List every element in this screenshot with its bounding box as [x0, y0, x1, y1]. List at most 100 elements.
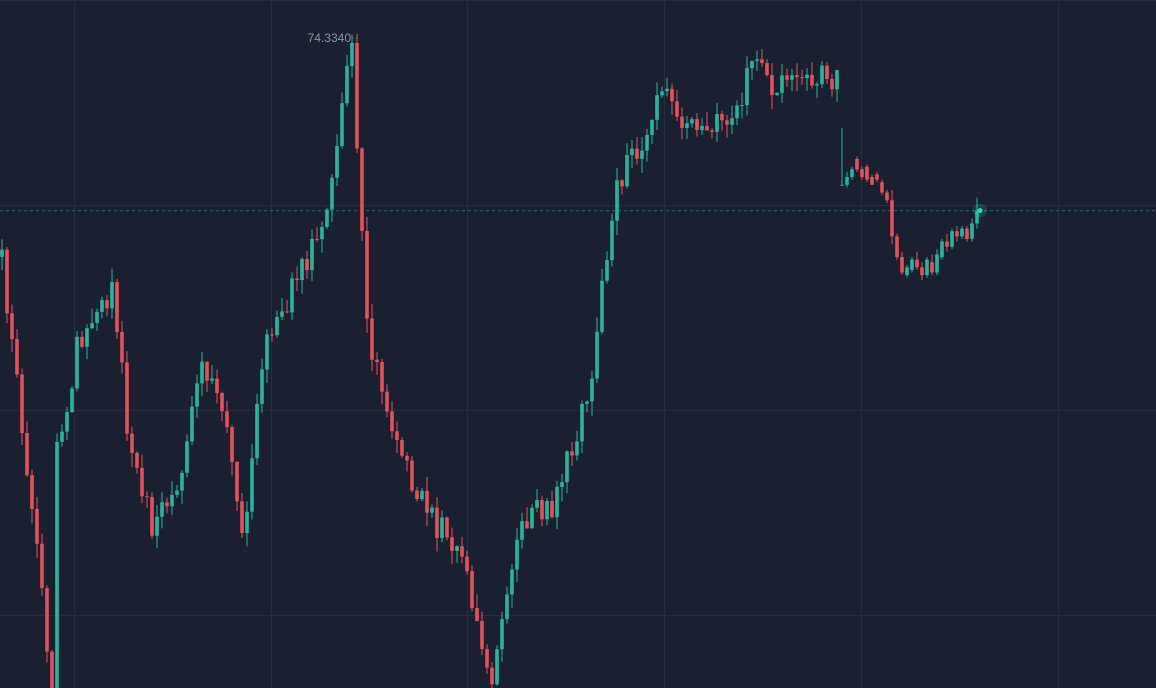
candle-body-51: [255, 403, 259, 459]
candle-body-142: [710, 130, 714, 132]
candle-body-167: [835, 70, 839, 90]
candle-body-97: [485, 648, 489, 668]
candle-body-63: [315, 238, 319, 240]
candle-body-171: [855, 158, 859, 170]
candle-body-41: [205, 361, 209, 381]
candle-body-157: [785, 75, 789, 80]
candle-body-182: [910, 259, 914, 270]
candle-body-53: [265, 334, 269, 370]
candle-body-64: [320, 226, 324, 240]
candle-body-19: [95, 311, 99, 323]
candle-body-12: [60, 431, 64, 442]
candle-body-103: [515, 539, 519, 570]
candle-body-65: [325, 209, 329, 227]
candle-body-132: [660, 91, 664, 96]
candle-body-185: [925, 259, 929, 276]
candle-body-21: [105, 300, 109, 309]
candle-body-46: [230, 427, 234, 462]
candle-body-61: [305, 258, 309, 271]
candle-body-138: [690, 119, 694, 124]
candle-body-62: [310, 238, 314, 271]
candle-body-176: [880, 182, 884, 193]
candle-body-159: [795, 75, 799, 78]
candle-body-161: [805, 74, 809, 79]
candle-body-77: [385, 391, 389, 412]
candle-body-139: [695, 119, 699, 130]
candle-body-146: [730, 118, 734, 125]
candle-body-78: [390, 411, 394, 432]
candle-body-4: [20, 374, 24, 433]
candle-body-140: [700, 126, 704, 130]
candle-body-145: [725, 120, 729, 125]
candle-body-172: [860, 169, 864, 178]
candle-body-114: [570, 451, 574, 456]
candle-body-168: [840, 184, 844, 186]
candle-body-3: [15, 338, 19, 375]
candle-body-188: [940, 241, 944, 258]
candle-body-184: [920, 267, 924, 276]
candle-body-160: [800, 77, 804, 79]
candle-body-156: [780, 75, 784, 93]
candle-body-181: [905, 267, 909, 276]
candle-body-88: [440, 517, 444, 539]
candle-body-26: [130, 433, 134, 453]
candle-body-99: [495, 649, 499, 685]
candle-body-72: [360, 148, 364, 231]
candle-body-111: [555, 486, 559, 518]
candle-body-6: [30, 475, 34, 509]
candle-body-57: [285, 311, 289, 313]
candle-body-52: [260, 369, 264, 404]
candle-body-90: [450, 537, 454, 551]
candle-body-68: [340, 103, 344, 147]
candle-body-128: [640, 150, 644, 159]
candle-body-153: [765, 63, 769, 76]
candle-body-149: [745, 68, 749, 106]
candle-body-100: [500, 619, 504, 650]
candle-body-40: [200, 361, 204, 384]
candle-body-125: [625, 155, 629, 187]
candle-body-54: [270, 334, 274, 336]
candle-body-166: [830, 78, 834, 90]
candle-body-192: [960, 228, 964, 237]
candle-body-60: [300, 258, 304, 281]
candle-body-119: [595, 331, 599, 379]
candle-body-108: [540, 500, 544, 520]
candle-body-34: [170, 494, 174, 507]
candle-body-81: [405, 455, 409, 461]
candle-body-162: [810, 74, 814, 86]
candle-body-75: [375, 359, 379, 363]
candle-body-2: [10, 313, 14, 339]
candle-body-136: [680, 116, 684, 128]
candle-body-129: [645, 134, 649, 151]
candle-body-8: [40, 543, 44, 589]
candle-body-0: [0, 249, 4, 258]
candle-body-95: [475, 608, 479, 621]
candle-body-29: [145, 496, 149, 498]
candle-body-49: [245, 511, 249, 534]
candle-body-92: [460, 546, 464, 557]
candle-body-163: [815, 84, 819, 86]
high-price-label: 74.3340: [308, 31, 352, 45]
candle-body-89: [445, 517, 449, 538]
candle-body-155: [775, 92, 779, 96]
candle-body-152: [760, 59, 764, 64]
candle-body-164: [820, 65, 824, 85]
candles: [0, 33, 979, 688]
candle-body-123: [615, 180, 619, 221]
candle-body-33: [165, 502, 169, 507]
candle-body-174: [870, 177, 874, 185]
candle-body-69: [345, 65, 349, 104]
candle-body-154: [770, 75, 774, 96]
candle-body-32: [160, 502, 164, 517]
candle-body-9: [45, 588, 49, 652]
candle-body-5: [25, 432, 29, 476]
candle-body-144: [720, 113, 724, 121]
candle-body-48: [240, 501, 244, 534]
candle-body-106: [530, 507, 534, 529]
candle-body-39: [195, 383, 199, 407]
candle-body-94: [470, 571, 474, 609]
candle-body-116: [580, 403, 584, 442]
